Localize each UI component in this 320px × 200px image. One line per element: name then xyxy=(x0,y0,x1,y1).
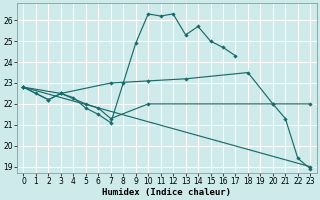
X-axis label: Humidex (Indice chaleur): Humidex (Indice chaleur) xyxy=(102,188,231,197)
